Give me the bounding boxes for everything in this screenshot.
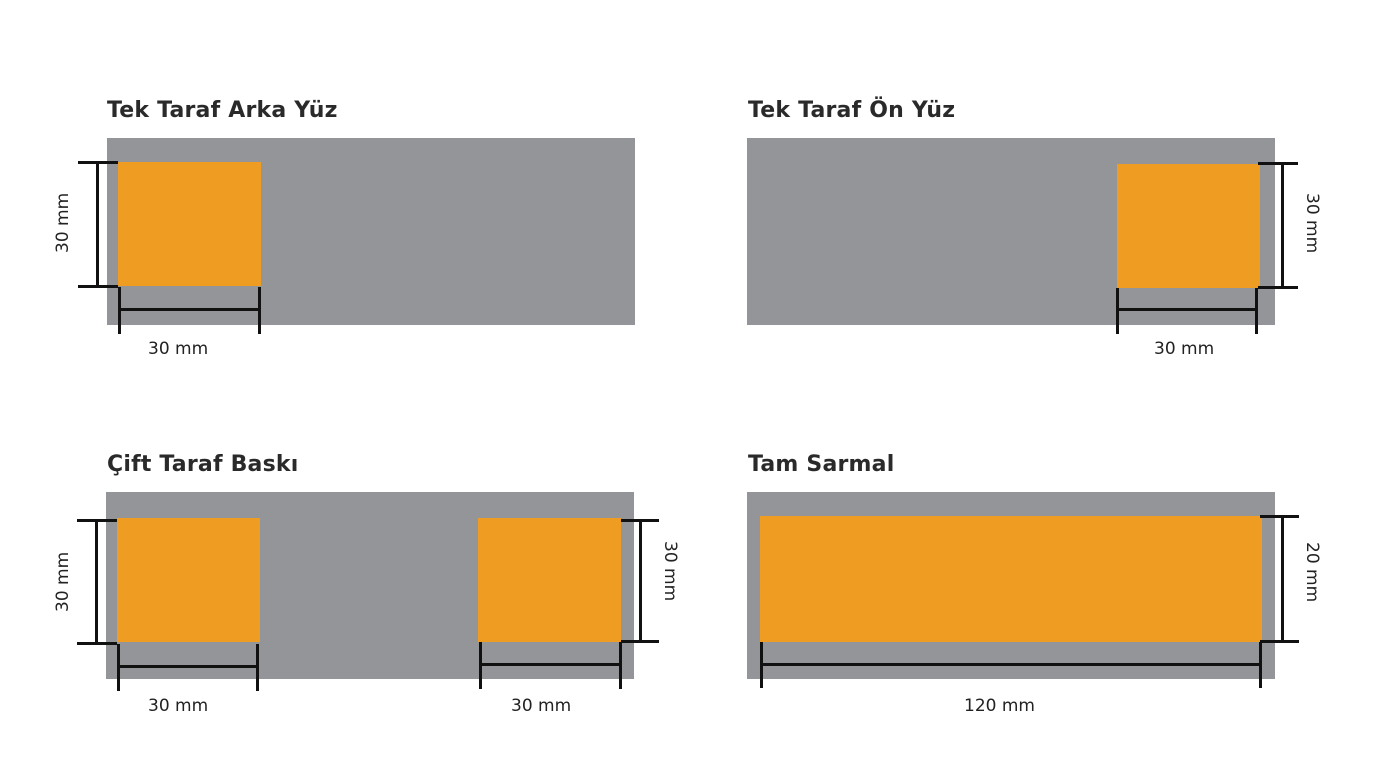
panel-title-double: Çift Taraf Baskı	[107, 452, 299, 477]
dimension-line	[95, 520, 98, 644]
print-area-left	[117, 518, 260, 642]
dimension-line	[117, 665, 259, 668]
width-label: 120 mm	[964, 696, 1035, 716]
width-label: 30 mm	[1154, 339, 1215, 359]
dimension-line	[1281, 516, 1284, 642]
left-width-label: 30 mm	[148, 696, 209, 716]
width-label: 30 mm	[148, 339, 209, 359]
height-label: 30 mm	[53, 192, 73, 253]
dimension-tick	[1258, 162, 1298, 165]
panel-title-front: Tek Taraf Ön Yüz	[748, 98, 956, 123]
dimension-line	[118, 308, 261, 311]
panel-title-wrap: Tam Sarmal	[748, 452, 895, 477]
dimension-line	[479, 663, 621, 666]
dimension-tick	[1260, 515, 1299, 518]
dimension-line	[96, 162, 99, 287]
height-label: 20 mm	[1302, 542, 1322, 603]
height-label: 30 mm	[1302, 193, 1322, 254]
print-area	[118, 162, 261, 286]
right-height-label: 30 mm	[660, 541, 680, 602]
print-area-right	[478, 518, 621, 642]
dimension-line	[639, 520, 642, 642]
left-height-label: 30 mm	[53, 551, 73, 612]
print-area	[760, 516, 1262, 642]
panel-title-back: Tek Taraf Arka Yüz	[107, 98, 338, 123]
print-area	[1117, 164, 1260, 288]
dimension-line	[1117, 308, 1258, 311]
dimension-tick	[1258, 286, 1298, 289]
dimension-line	[1281, 163, 1284, 288]
dimension-line	[760, 663, 1262, 666]
dimension-tick	[1255, 288, 1258, 334]
right-width-label: 30 mm	[511, 696, 572, 716]
dimension-tick	[1116, 288, 1119, 334]
dimension-tick	[1260, 640, 1299, 643]
